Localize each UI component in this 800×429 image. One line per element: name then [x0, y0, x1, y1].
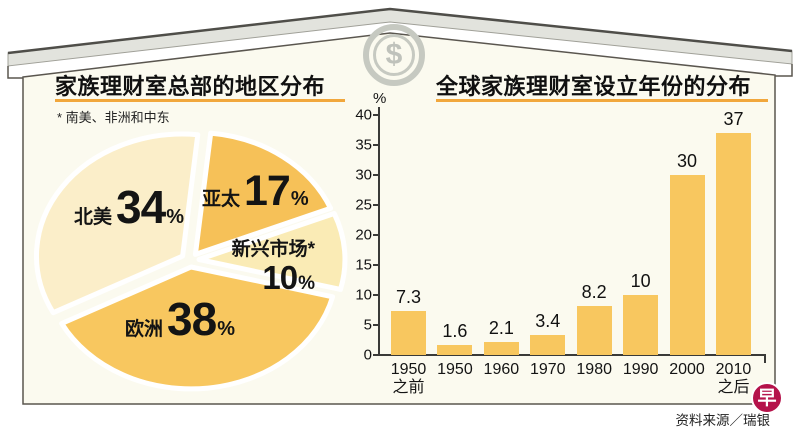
dollar-coin-inner-ring: $	[373, 34, 415, 76]
pie-label-unit: %	[298, 273, 315, 294]
y-tick-mark	[373, 354, 380, 356]
pie-slice-2	[59, 264, 336, 392]
dollar-symbol: $	[385, 38, 403, 71]
bar-1950之前: 7.3	[391, 287, 426, 355]
house-roof-edge	[7, 7, 793, 55]
pie-slice-0	[192, 130, 334, 257]
x-axis-label-line: 之前	[392, 379, 425, 396]
x-axis-label-line: 2010	[715, 361, 752, 378]
x-axis-label: 2010 之后	[715, 361, 752, 397]
x-axis-label: 1950 之前	[390, 361, 427, 397]
pie-svg	[34, 130, 348, 392]
bar-1990: 10	[623, 271, 659, 355]
bar-value-label: 3.4	[535, 310, 561, 331]
zaobao-logo-character: 早	[757, 387, 777, 409]
y-tick-label: 30	[355, 166, 372, 184]
house-eave-steps	[7, 64, 793, 79]
pie-label-text: 亚太	[202, 189, 241, 210]
x-axis-label: 1990	[622, 361, 659, 397]
bar-value-label: 2.1	[488, 318, 514, 339]
y-tick-mark	[373, 204, 380, 206]
pie-label-text: 欧洲	[125, 319, 164, 340]
x-axis-label-line: 1970	[529, 361, 566, 378]
x-axis-label: 1950	[437, 361, 473, 397]
y-tick-label: 15	[355, 256, 372, 274]
zaobao-logo: 早	[751, 382, 783, 414]
bar-1960: 2.1	[483, 318, 519, 355]
y-tick-mark	[373, 264, 380, 266]
y-tick-label: 25	[355, 196, 372, 214]
x-axis-end-tick	[764, 354, 766, 363]
bar-value-label: 1.6	[442, 321, 468, 342]
bar-chart-title: 全球家族理财室设立年份的分布	[436, 74, 752, 99]
pie-slice-3	[34, 131, 201, 316]
pie-slice-1	[196, 211, 348, 292]
bar-1970: 3.4	[530, 311, 566, 355]
x-axis-label-line: 1990	[622, 361, 659, 378]
x-axis-label: 2000	[669, 361, 705, 397]
bar-value-label: 8.2	[581, 281, 607, 302]
y-tick-mark	[373, 144, 380, 146]
y-axis-unit-label: %	[373, 90, 387, 107]
source-credit: 资料来源／瑞银	[675, 413, 771, 428]
y-tick-label: 0	[363, 346, 372, 364]
pie-label-text: 新兴市场*	[231, 239, 315, 260]
x-axis-label-line: 1950	[437, 361, 473, 378]
pie-label-value: 38	[167, 293, 217, 345]
x-axis-label: 1960	[483, 361, 520, 397]
y-axis-line	[378, 107, 380, 356]
x-axis-label-line: 1960	[483, 361, 520, 378]
y-tick-label: 20	[355, 226, 372, 244]
y-tick-mark	[373, 234, 380, 236]
bar-title-underline	[436, 99, 768, 102]
pie-label-value: 17	[244, 167, 291, 215]
bar-2010之后: 37	[715, 109, 751, 355]
pie-label-asia-pacific: 亚太 17 %	[202, 170, 309, 213]
pie-title-underline	[55, 99, 345, 102]
y-tick-mark	[373, 114, 380, 116]
y-tick-label: 5	[363, 316, 372, 334]
bar-value-label: 37	[723, 109, 744, 129]
x-axis-label-line: 1980	[576, 361, 612, 378]
x-axis-labels: 1950 之前 1950 1960 1970 1980 1990 2000 2010 之后	[390, 361, 752, 397]
x-axis-label: 1980	[576, 361, 612, 397]
bar-1980: 8.2	[576, 282, 612, 355]
x-axis-label-line: 2000	[669, 361, 705, 378]
pie-label-value-row: 10 %	[232, 261, 315, 295]
x-axis-label-line: 之后	[717, 379, 750, 396]
pie-label-value: 34	[116, 181, 166, 233]
y-tick-mark	[373, 324, 380, 326]
y-tick-label: 40	[355, 106, 372, 124]
pie-label-emerging-markets: 新兴市场* 10 %	[232, 234, 315, 295]
bar-2000: 30	[669, 151, 705, 355]
y-tick-label: 10	[355, 286, 372, 304]
pie-label-north-america: 北美 34 %	[74, 184, 184, 230]
pie-label-unit: %	[166, 206, 184, 228]
pie-label-europe: 欧洲 38 %	[125, 296, 235, 342]
pie-chart-title: 家族理财室总部的地区分布	[55, 74, 326, 99]
bar-value-label: 30	[677, 151, 698, 171]
pie-label-unit: %	[217, 318, 235, 340]
pie-footnote: * 南美、非洲和中东	[57, 110, 170, 125]
pie-chart: 北美 34 % 亚太 17 % 新兴市场* 10 % 欧洲 38 %	[30, 120, 360, 400]
x-axis-label-line: 1950	[390, 361, 427, 378]
pie-label-text: 北美	[74, 207, 113, 228]
bar-1950: 1.6	[437, 321, 473, 355]
y-tick-label: 35	[355, 136, 372, 154]
bar-value-label: 7.3	[395, 287, 422, 308]
x-axis-line	[378, 354, 766, 356]
y-tick-mark	[373, 294, 380, 296]
bar-series: 7.3 1.6 2.1 3.4 8.2 10 30 37	[391, 109, 751, 355]
pie-label-unit: %	[290, 188, 309, 210]
dollar-coin-icon: $	[363, 24, 425, 86]
y-tick-mark	[373, 174, 380, 176]
x-axis-label: 1970	[529, 361, 566, 397]
pie-label-value: 10	[262, 259, 298, 296]
bar-value-label: 10	[630, 271, 651, 291]
